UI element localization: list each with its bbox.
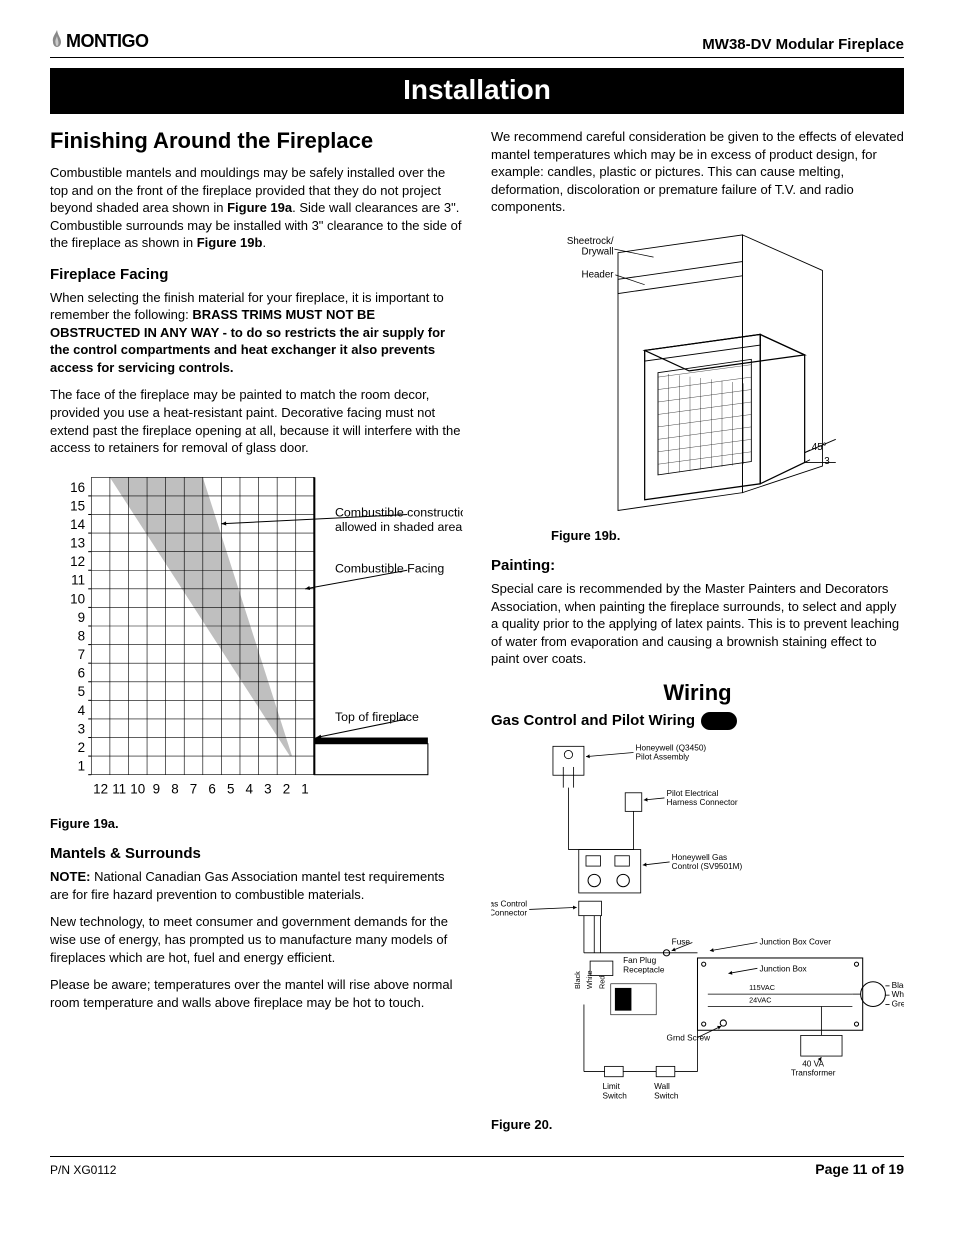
- product-name: MW38-DV Modular Fireplace: [702, 36, 904, 53]
- svg-text:Green: Green: [892, 999, 904, 1008]
- svg-text:Honeywell Gas: Honeywell Gas: [672, 853, 727, 862]
- pill-icon: [701, 712, 737, 730]
- svg-text:Black: Black: [892, 981, 904, 990]
- svg-text:9: 9: [153, 781, 160, 796]
- svg-text:Gas Control: Gas Control: [491, 899, 527, 908]
- svg-text:5: 5: [227, 781, 234, 796]
- body-text: When selecting the finish material for y…: [50, 289, 463, 377]
- svg-text:1: 1: [78, 758, 85, 773]
- svg-text:Red: Red: [598, 976, 607, 989]
- svg-text:6: 6: [208, 781, 215, 796]
- body-text: We recommend careful consideration be gi…: [491, 128, 904, 216]
- svg-text:Top of fireplace: Top of fireplace: [335, 710, 419, 724]
- svg-text:Receptacle: Receptacle: [623, 965, 665, 974]
- svg-text:Sheetrock/: Sheetrock/: [566, 236, 613, 247]
- svg-text:10: 10: [130, 781, 145, 796]
- body-text: NOTE: National Canadian Gas Association …: [50, 868, 463, 903]
- brand-text: MONTIGO: [66, 31, 149, 52]
- section-banner: Installation: [50, 68, 904, 114]
- figure-19b: 45° 3 Sheetrock/Drywall Header: [491, 226, 904, 522]
- flame-icon: [50, 30, 64, 53]
- svg-text:4: 4: [78, 702, 86, 717]
- svg-text:Wall: Wall: [654, 1082, 670, 1091]
- svg-text:6: 6: [78, 665, 85, 680]
- svg-text:11: 11: [71, 572, 85, 587]
- svg-text:11: 11: [112, 781, 126, 796]
- svg-text:12: 12: [93, 781, 108, 796]
- svg-text:8: 8: [78, 628, 85, 643]
- brand-logo: MONTIGO: [50, 30, 149, 53]
- svg-text:Switch: Switch: [654, 1091, 679, 1100]
- body-text: New technology, to meet consumer and gov…: [50, 913, 463, 966]
- svg-text:7: 7: [190, 781, 197, 796]
- section-heading: Finishing Around the Fireplace: [50, 128, 463, 154]
- svg-text:3: 3: [78, 721, 85, 736]
- subheading: Gas Control and Pilot Wiring: [491, 712, 904, 730]
- svg-text:Combustible construction: Combustible construction: [335, 505, 463, 519]
- page-number: Page 11 of 19: [815, 1161, 904, 1177]
- svg-text:1: 1: [301, 781, 308, 796]
- body-text: The face of the fireplace may be painted…: [50, 386, 463, 456]
- figure-caption: Figure 19b.: [551, 528, 904, 543]
- svg-text:Transformer: Transformer: [791, 1069, 836, 1078]
- subheading: Fireplace Facing: [50, 266, 463, 283]
- part-number: P/N XG0112: [50, 1163, 116, 1177]
- svg-text:allowed in shaded area.: allowed in shaded area.: [335, 520, 463, 534]
- body-text: Please be aware; temperatures over the m…: [50, 976, 463, 1011]
- figure-20: Honeywell (Q3450)Pilot Assembly Pilot Ele…: [491, 736, 904, 1111]
- svg-text:45°: 45°: [811, 442, 826, 453]
- svg-text:5: 5: [78, 684, 85, 699]
- wiring-heading: Wiring: [491, 680, 904, 706]
- content-columns: Finishing Around the Fireplace Combustib…: [50, 128, 904, 1132]
- svg-text:115VAC: 115VAC: [749, 983, 775, 992]
- svg-text:Connector: Connector: [491, 908, 527, 917]
- header-bar: MONTIGO MW38-DV Modular Fireplace: [50, 30, 904, 58]
- left-column: Finishing Around the Fireplace Combustib…: [50, 128, 463, 1132]
- svg-text:Harness Connector: Harness Connector: [667, 798, 738, 807]
- svg-text:12: 12: [70, 554, 85, 569]
- svg-text:10: 10: [70, 591, 85, 606]
- figure-19a: 16151413121110987654321121110987654321Co…: [50, 467, 463, 811]
- svg-text:3: 3: [264, 781, 271, 796]
- svg-text:15: 15: [70, 498, 85, 513]
- svg-text:Header: Header: [581, 269, 614, 280]
- svg-text:Junction Box Cover: Junction Box Cover: [759, 937, 831, 946]
- svg-text:Combustible Facing: Combustible Facing: [335, 561, 444, 575]
- svg-text:Control (SV9501M): Control (SV9501M): [672, 862, 743, 871]
- svg-text:White: White: [892, 990, 904, 999]
- figure-caption: Figure 19a.: [50, 816, 463, 831]
- svg-text:Drywall: Drywall: [581, 246, 613, 257]
- right-column: We recommend careful consideration be gi…: [491, 128, 904, 1132]
- body-text: Combustible mantels and mouldings may be…: [50, 164, 463, 252]
- svg-text:2: 2: [78, 740, 85, 755]
- svg-text:13: 13: [70, 535, 85, 550]
- svg-text:7: 7: [78, 647, 85, 662]
- subheading: Mantels & Surrounds: [50, 845, 463, 862]
- svg-text:Switch: Switch: [603, 1091, 628, 1100]
- svg-text:4: 4: [246, 781, 254, 796]
- body-text: Special care is recommended by the Maste…: [491, 580, 904, 668]
- svg-text:3: 3: [824, 456, 829, 467]
- figure-caption: Figure 20.: [491, 1117, 904, 1132]
- svg-text:Fuse: Fuse: [672, 937, 691, 946]
- svg-text:2: 2: [283, 781, 290, 796]
- svg-text:Fan Plug: Fan Plug: [623, 956, 656, 965]
- subheading: Painting:: [491, 557, 904, 574]
- svg-text:24VAC: 24VAC: [749, 995, 771, 1004]
- svg-text:9: 9: [78, 610, 85, 625]
- page-footer: P/N XG0112 Page 11 of 19: [50, 1156, 904, 1177]
- svg-text:Limit: Limit: [603, 1082, 621, 1091]
- svg-text:8: 8: [171, 781, 178, 796]
- svg-text:Honeywell (Q3450): Honeywell (Q3450): [636, 743, 707, 752]
- svg-text:Black: Black: [573, 971, 582, 989]
- svg-text:16: 16: [70, 479, 85, 494]
- svg-text:14: 14: [70, 517, 85, 532]
- svg-text:White: White: [585, 970, 594, 988]
- svg-text:Junction Box: Junction Box: [759, 964, 807, 973]
- svg-text:Pilot Electrical: Pilot Electrical: [667, 789, 719, 798]
- svg-text:Pilot Assembly: Pilot Assembly: [636, 753, 691, 762]
- svg-text:40 VA: 40 VA: [802, 1059, 824, 1068]
